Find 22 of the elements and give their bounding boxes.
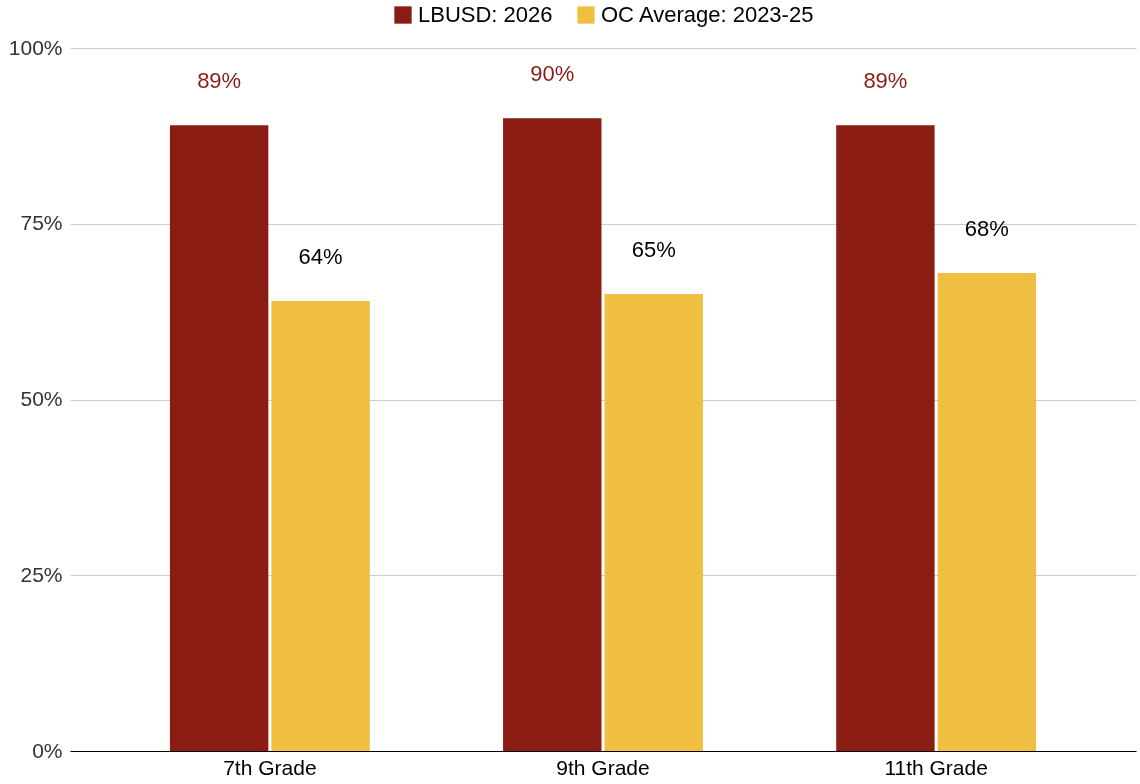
legend-label: OC Average: 2023-25 [601, 2, 814, 27]
text: 65% [631, 237, 676, 263]
x-tick-label: 7th Grade [223, 755, 317, 779]
text: 89% [863, 68, 908, 94]
legend-label: LBUSD: 2026 [418, 2, 553, 27]
bar [503, 118, 602, 751]
text: 89% [197, 68, 242, 94]
y-tick-label: 0% [32, 738, 63, 762]
x-tick-label: 11th Grade [884, 755, 988, 779]
y-tick-label: 50% [20, 387, 63, 410]
bar [836, 125, 935, 751]
text: 64% [298, 244, 343, 270]
text: 68% [964, 215, 1009, 241]
y-tick-label: 25% [20, 562, 63, 586]
bar [937, 272, 1037, 751]
y-tick-label: 75% [20, 211, 63, 235]
bar [169, 125, 269, 751]
x-tick-label: 9th Grade [556, 755, 650, 779]
bar [604, 294, 703, 751]
text: 90% [530, 61, 575, 87]
y-tick-label: 100% [8, 35, 63, 59]
bar [271, 301, 370, 751]
